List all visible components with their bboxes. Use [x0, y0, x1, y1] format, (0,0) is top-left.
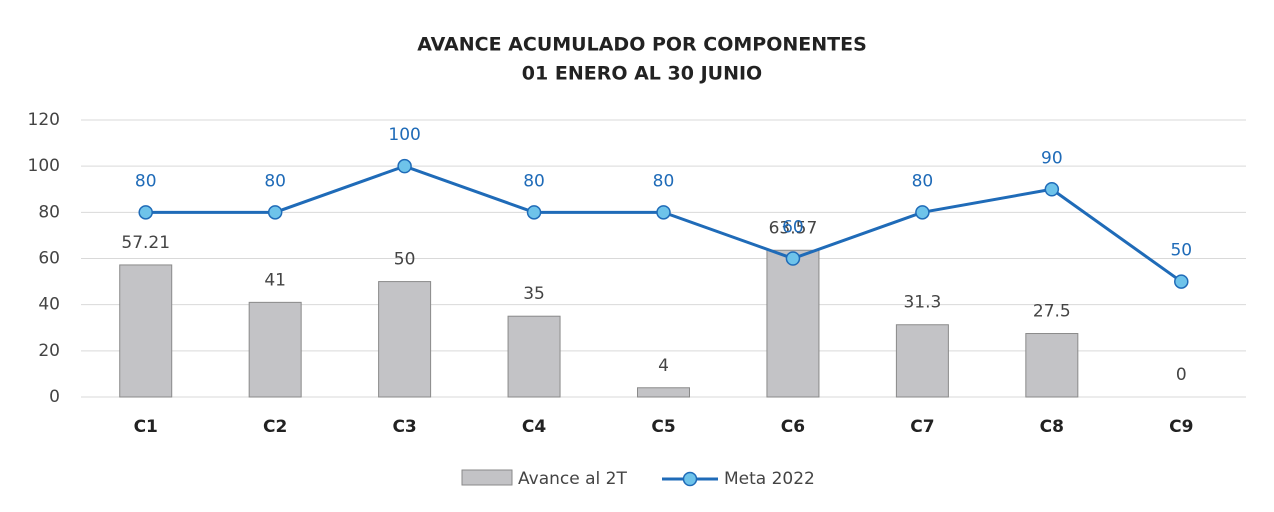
line-value-label: 80	[653, 171, 675, 191]
line-value-label: 80	[912, 171, 934, 191]
line-marker	[138, 205, 153, 220]
chart-subtitle: 01 ENERO AL 30 JUNIO	[522, 63, 762, 85]
line-value-label: 80	[135, 171, 157, 191]
bar	[378, 281, 432, 398]
bar	[1025, 333, 1079, 398]
legend-label: Meta 2022	[724, 469, 815, 489]
y-tick-label: 40	[38, 295, 60, 315]
legend-swatch	[461, 469, 513, 486]
line-value-label: 60	[782, 218, 804, 238]
line-marker	[915, 205, 930, 220]
line-marker	[267, 205, 283, 220]
bar-value-label: 63.57	[769, 218, 818, 238]
bar	[507, 315, 561, 398]
bar	[637, 387, 690, 398]
y-tick-label: 20	[38, 341, 60, 361]
y-tick-label: 80	[38, 202, 60, 222]
bar-value-label: 57.21	[121, 233, 170, 253]
line-marker	[526, 205, 542, 220]
x-tick-label: C8	[1040, 417, 1064, 437]
bar-value-label: 50	[394, 250, 416, 270]
line-marker	[785, 251, 801, 266]
x-tick-label: C6	[781, 417, 805, 437]
line-value-label: 90	[1041, 148, 1063, 168]
line-value-label: 50	[1170, 241, 1192, 261]
bar-value-label: 27.5	[1033, 302, 1071, 322]
y-tick-label: 100	[28, 156, 60, 176]
bar	[119, 264, 173, 398]
x-tick-label: C5	[651, 417, 675, 437]
y-tick-label: 120	[28, 110, 60, 130]
x-tick-label: C9	[1169, 417, 1193, 437]
bar-value-label: 41	[264, 270, 286, 290]
bar	[248, 301, 302, 398]
x-tick-label: C4	[522, 417, 546, 437]
line-value-label: 80	[523, 171, 545, 191]
bar	[895, 324, 949, 398]
bar-value-label: 31.3	[903, 293, 941, 313]
line-value-label: 80	[264, 171, 286, 191]
line-marker	[656, 205, 671, 220]
y-tick-label: 0	[49, 387, 60, 407]
line-marker	[1044, 182, 1060, 197]
x-tick-label: C2	[263, 417, 287, 437]
bar-value-label: 0	[1176, 365, 1187, 385]
bar-value-label: 4	[658, 356, 669, 376]
x-tick-label: C1	[134, 417, 158, 437]
chart-title: AVANCE ACUMULADO POR COMPONENTES	[417, 34, 867, 56]
bar-value-label: 35	[523, 284, 545, 304]
legend-label: Avance al 2T	[518, 469, 627, 489]
x-tick-label: C3	[392, 417, 416, 437]
line-marker	[397, 158, 412, 174]
bar	[766, 249, 820, 398]
line-marker	[1174, 274, 1189, 289]
line-value-label: 100	[388, 125, 420, 145]
y-tick-label: 60	[38, 249, 60, 269]
x-tick-label: C7	[910, 417, 934, 437]
legend-marker	[682, 471, 698, 487]
